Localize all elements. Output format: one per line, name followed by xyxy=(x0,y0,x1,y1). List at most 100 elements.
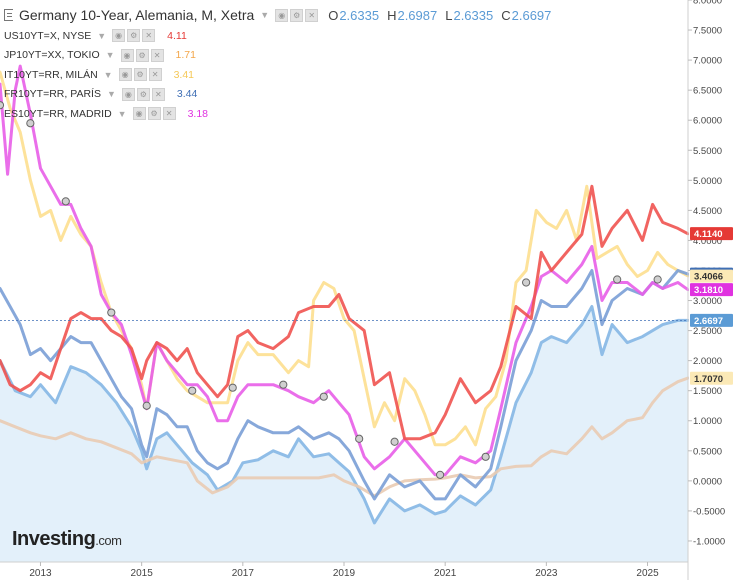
caret-down-icon[interactable]: ▼ xyxy=(106,89,116,100)
y-tick-label: 5.5000 xyxy=(693,146,722,157)
close-icon[interactable]: ✕ xyxy=(142,29,156,43)
main-series-buttons: ◉ ⚙ ✕ xyxy=(275,8,319,22)
main-series-title: Germany 10-Year, Alemania, M, Xetra xyxy=(19,7,255,23)
hamburger-menu-icon[interactable] xyxy=(4,9,13,21)
legend-row-es10y[interactable]: ES10YT=RR, MADRID ▼ ◉ ⚙ ✕ 3.18 xyxy=(4,104,559,124)
y-tick-label: 0.0000 xyxy=(693,476,722,487)
legend-row-jp10y[interactable]: JP10YT=XX, TOKIO ▼ ◉ ⚙ ✕ 1.71 xyxy=(4,46,559,66)
eye-icon[interactable]: ◉ xyxy=(275,8,289,22)
last-value-label: 3.1810 xyxy=(694,285,723,296)
y-tick-label: 1.0000 xyxy=(693,416,722,427)
y-tick-label: 4.5000 xyxy=(693,206,722,217)
ohlc-low: L2.6335 xyxy=(445,7,494,23)
legend-label: IT10YT=RR, MILÁN xyxy=(4,68,98,81)
y-tick-label: -0.5000 xyxy=(693,506,725,517)
legend-value: 1.71 xyxy=(175,49,196,62)
legend-value: 3.18 xyxy=(187,107,209,120)
gear-icon[interactable]: ⚙ xyxy=(147,107,161,121)
caret-down-icon[interactable]: ▼ xyxy=(97,30,107,41)
y-tick-label: 7.5000 xyxy=(693,26,722,37)
ohlc-high: H2.6987 xyxy=(387,7,438,23)
series-line-germany xyxy=(0,305,690,525)
y-tick-label: 2.5000 xyxy=(693,326,722,337)
legend-buttons: ◉ ⚙ ✕ xyxy=(120,48,164,62)
series-line-jp10yt xyxy=(0,376,690,498)
legend-value: 3.41 xyxy=(173,68,195,81)
last-value-label: 1.7070 xyxy=(694,374,723,385)
legend-buttons: ◉ ⚙ ✕ xyxy=(118,68,162,82)
marker-layer xyxy=(0,101,662,479)
series-line-es10yt xyxy=(0,64,690,477)
close-icon[interactable]: ✕ xyxy=(151,87,165,101)
close-icon[interactable]: ✕ xyxy=(305,8,319,22)
gear-icon[interactable]: ⚙ xyxy=(135,48,149,62)
y-tick-label: 8.0000 xyxy=(693,0,722,7)
legend-value: 4.11 xyxy=(167,29,187,42)
event-marker xyxy=(522,278,531,287)
eye-icon[interactable]: ◉ xyxy=(132,107,146,121)
eye-icon[interactable]: ◉ xyxy=(112,29,126,43)
gear-icon[interactable]: ⚙ xyxy=(127,29,141,43)
eye-icon[interactable]: ◉ xyxy=(118,68,132,82)
event-marker xyxy=(228,383,237,392)
event-marker xyxy=(355,434,364,443)
event-marker xyxy=(188,386,197,395)
event-marker xyxy=(319,392,328,401)
event-marker xyxy=(653,275,662,284)
ohlc-close: C2.6697 xyxy=(501,7,552,23)
x-tick-label: 2013 xyxy=(29,568,52,579)
event-marker xyxy=(142,401,151,410)
series-line-fr10yt xyxy=(0,269,690,501)
ohlc-open: O2.6335 xyxy=(328,7,380,23)
legend-buttons: ◉ ⚙ ✕ xyxy=(121,87,165,101)
close-icon[interactable]: ✕ xyxy=(162,107,176,121)
main-series-header: Germany 10-Year, Alemania, M, Xetra ▼ ◉ … xyxy=(4,4,559,26)
event-marker xyxy=(481,452,490,461)
y-tick-label: 0.5000 xyxy=(693,446,722,457)
x-tick-label: 2021 xyxy=(434,568,457,579)
area-fill-germany xyxy=(0,306,688,562)
caret-down-icon[interactable]: ▼ xyxy=(117,108,127,119)
chart-legend: Germany 10-Year, Alemania, M, Xetra ▼ ◉ … xyxy=(4,4,559,124)
logo-text: Investing xyxy=(12,528,96,550)
event-marker xyxy=(26,119,35,128)
close-icon[interactable]: ✕ xyxy=(150,48,164,62)
x-tick-label: 2019 xyxy=(333,568,356,579)
event-marker xyxy=(0,101,5,110)
caret-down-icon[interactable]: ▼ xyxy=(260,10,270,20)
investing-logo: Investing.com xyxy=(12,528,122,551)
x-tick-label: 2017 xyxy=(232,568,255,579)
y-tick-label: 2.0000 xyxy=(693,356,722,367)
gear-icon[interactable]: ⚙ xyxy=(290,8,304,22)
legend-label: US10YT=X, NYSE xyxy=(4,29,92,42)
eye-icon[interactable]: ◉ xyxy=(121,87,135,101)
event-marker xyxy=(61,197,70,206)
last-value-badge xyxy=(690,313,733,327)
series-layer xyxy=(0,64,690,562)
last-value-label: 4.1140 xyxy=(694,229,723,240)
logo-suffix: .com xyxy=(95,533,122,548)
last-value-label: 3.4066 xyxy=(694,272,723,283)
legend-row-fr10y[interactable]: FR10YT=RR, PARÍS ▼ ◉ ⚙ ✕ 3.44 xyxy=(4,85,559,105)
last-value-badge xyxy=(690,227,733,241)
y-tick-label: 3.0000 xyxy=(693,296,722,307)
y-tick-label: -1.0000 xyxy=(693,536,725,547)
x-tick-label: 2015 xyxy=(131,568,154,579)
close-icon[interactable]: ✕ xyxy=(148,68,162,82)
y-tick-label: 4.0000 xyxy=(693,236,722,247)
last-value-badge xyxy=(690,269,733,283)
legend-label: JP10YT=XX, TOKIO xyxy=(4,49,100,62)
gear-icon[interactable]: ⚙ xyxy=(136,87,150,101)
caret-down-icon[interactable]: ▼ xyxy=(105,50,115,61)
caret-down-icon[interactable]: ▼ xyxy=(103,69,113,80)
event-marker xyxy=(107,308,116,317)
last-value-badge xyxy=(690,371,733,385)
y-tick-label: 7.0000 xyxy=(693,56,722,67)
event-marker xyxy=(613,275,622,284)
legend-row-us10y[interactable]: US10YT=X, NYSE ▼ ◉ ⚙ ✕ 4.11 xyxy=(4,26,559,46)
gear-icon[interactable]: ⚙ xyxy=(133,68,147,82)
eye-icon[interactable]: ◉ xyxy=(120,48,134,62)
legend-row-it10y[interactable]: IT10YT=RR, MILÁN ▼ ◉ ⚙ ✕ 3.41 xyxy=(4,65,559,85)
